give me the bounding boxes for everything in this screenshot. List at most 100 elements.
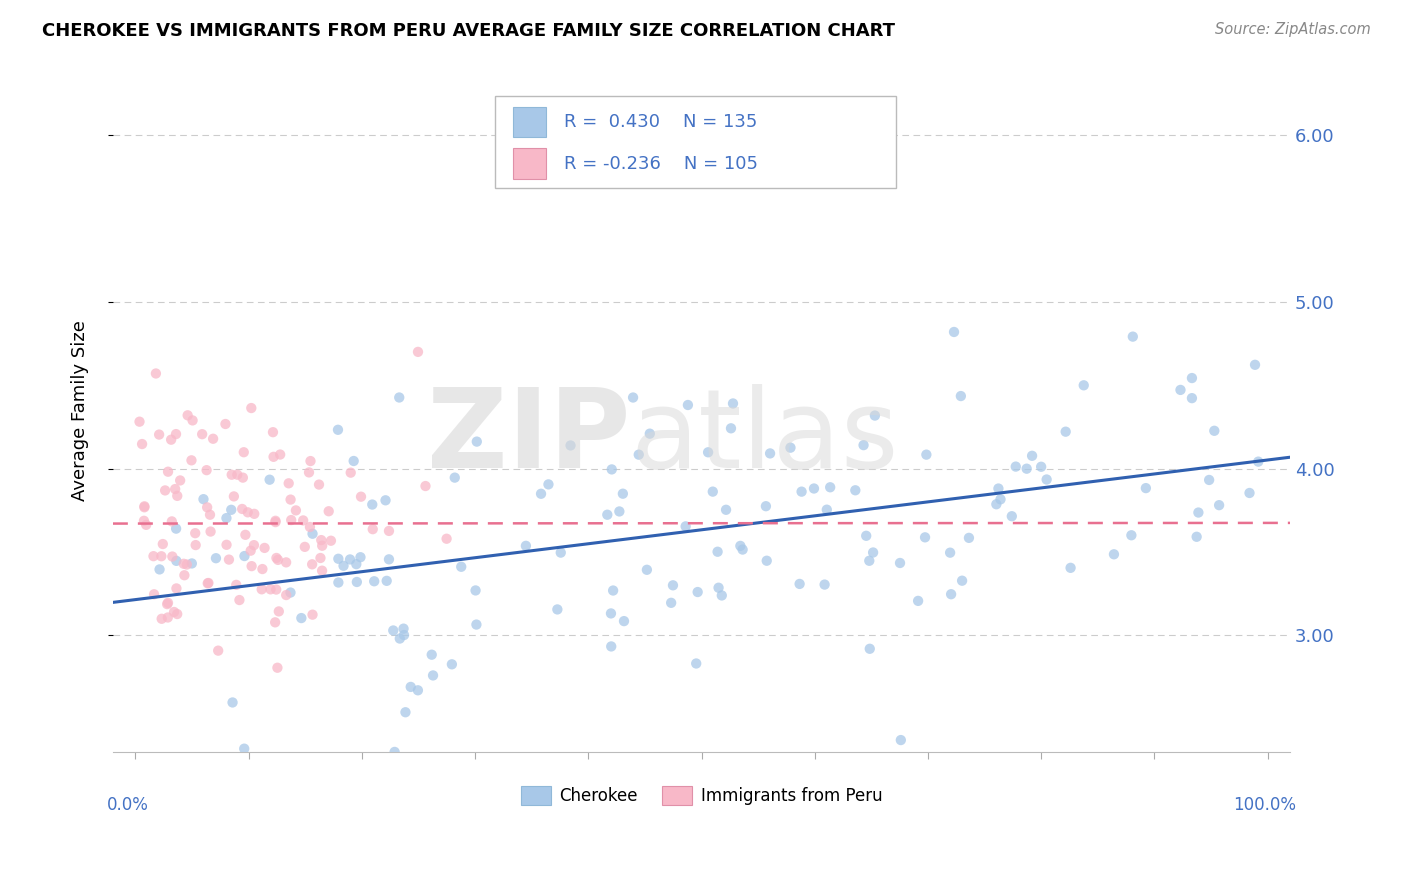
- Point: [131, 437, 153, 451]
- Point: [720, 421, 742, 435]
- Point: [957, 531, 980, 545]
- Point: [450, 559, 472, 574]
- Point: [374, 493, 396, 508]
- Point: [384, 745, 406, 759]
- Point: [298, 466, 321, 480]
- Point: [464, 583, 486, 598]
- Point: [406, 683, 429, 698]
- Point: [128, 415, 150, 429]
- Point: [443, 470, 465, 484]
- Point: [943, 325, 966, 339]
- Point: [914, 530, 936, 544]
- Point: [264, 615, 287, 630]
- Point: [169, 474, 191, 488]
- Point: [889, 556, 911, 570]
- Point: [759, 446, 782, 460]
- Point: [990, 492, 1012, 507]
- Point: [226, 467, 249, 482]
- Point: [280, 585, 302, 599]
- Point: [207, 643, 229, 657]
- Point: [343, 454, 366, 468]
- Point: [392, 628, 415, 642]
- Point: [160, 433, 183, 447]
- Point: [1035, 473, 1057, 487]
- Point: [1204, 424, 1226, 438]
- Point: [789, 577, 811, 591]
- Point: [420, 648, 443, 662]
- Point: [215, 511, 238, 525]
- Point: [239, 543, 262, 558]
- Text: ZIP: ZIP: [427, 384, 631, 491]
- Point: [1198, 473, 1220, 487]
- Point: [319, 533, 342, 548]
- Point: [252, 562, 274, 576]
- Point: [262, 425, 284, 440]
- Point: [706, 545, 728, 559]
- Point: [166, 489, 188, 503]
- Point: [755, 499, 778, 513]
- Point: [276, 555, 298, 569]
- Point: [180, 557, 202, 571]
- Point: [1073, 378, 1095, 392]
- Text: Source: ZipAtlas.com: Source: ZipAtlas.com: [1215, 22, 1371, 37]
- Point: [198, 508, 221, 522]
- Point: [309, 533, 332, 548]
- Point: [815, 502, 838, 516]
- Point: [818, 480, 841, 494]
- Point: [218, 552, 240, 566]
- Point: [600, 640, 623, 654]
- Point: [152, 537, 174, 551]
- Point: [311, 564, 333, 578]
- FancyBboxPatch shape: [495, 95, 896, 188]
- Point: [1001, 509, 1024, 524]
- Point: [160, 515, 183, 529]
- Point: [1185, 530, 1208, 544]
- Text: 0.0%: 0.0%: [107, 797, 149, 814]
- Point: [612, 486, 634, 500]
- Point: [388, 632, 411, 646]
- Point: [406, 344, 429, 359]
- Point: [415, 479, 437, 493]
- Point: [1015, 461, 1038, 475]
- Point: [165, 427, 187, 442]
- Point: [150, 549, 173, 564]
- Point: [148, 562, 170, 576]
- Point: [193, 492, 215, 507]
- Point: [1181, 371, 1204, 385]
- Point: [721, 396, 744, 410]
- Point: [422, 668, 444, 682]
- Point: [1135, 481, 1157, 495]
- Point: [166, 607, 188, 621]
- Point: [215, 538, 238, 552]
- Point: [236, 505, 259, 519]
- Point: [176, 409, 198, 423]
- Point: [363, 574, 385, 589]
- Point: [219, 503, 242, 517]
- Point: [240, 559, 263, 574]
- Point: [173, 568, 195, 582]
- Point: [859, 641, 882, 656]
- Point: [222, 490, 245, 504]
- Point: [537, 477, 560, 491]
- Point: [388, 391, 411, 405]
- Point: [156, 597, 179, 611]
- Point: [134, 500, 156, 515]
- Point: [950, 574, 973, 588]
- Point: [225, 578, 247, 592]
- Point: [987, 482, 1010, 496]
- Point: [779, 441, 801, 455]
- Point: [939, 587, 962, 601]
- Point: [165, 582, 187, 596]
- Point: [465, 617, 488, 632]
- Point: [686, 585, 709, 599]
- Point: [440, 657, 463, 672]
- Point: [392, 622, 415, 636]
- Point: [280, 513, 302, 527]
- Point: [162, 549, 184, 564]
- Point: [259, 582, 281, 597]
- Point: [311, 539, 333, 553]
- Point: [350, 490, 373, 504]
- Point: [269, 448, 291, 462]
- Point: [339, 466, 361, 480]
- Text: atlas: atlas: [631, 384, 900, 491]
